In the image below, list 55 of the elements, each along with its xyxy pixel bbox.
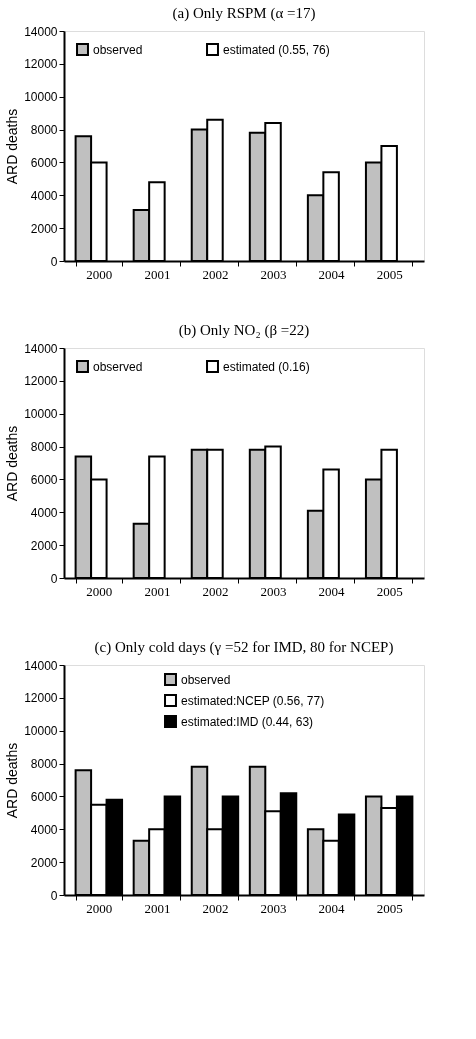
y-axis-title: ARD deaths <box>4 425 21 502</box>
y-tick-label: 4000 <box>30 505 58 520</box>
y-tick-label: 0 <box>50 254 58 269</box>
x-tick-label: 2003 <box>260 266 287 282</box>
y-tick-label: 8000 <box>30 757 58 772</box>
chart-title: (a) Only RSPM (α =17) <box>172 5 316 22</box>
y-tick-label: 12000 <box>24 374 58 389</box>
y-axis-title: ARD deaths <box>4 108 21 185</box>
x-tick-label: 2004 <box>318 900 346 916</box>
x-tick-label: 2000 <box>86 266 113 282</box>
legend-label: estimated:IMD (0.44, 63) <box>181 714 314 729</box>
x-tick-label: 2002 <box>202 900 229 916</box>
y-tick-label: 4000 <box>30 188 58 203</box>
y-tick-label: 0 <box>50 571 58 586</box>
y-tick-label: 6000 <box>30 155 58 170</box>
y-tick-label: 10000 <box>24 724 58 739</box>
x-tick-label: 2001 <box>144 900 171 916</box>
x-tick-label: 2003 <box>260 900 287 916</box>
y-tick-label: 2000 <box>30 221 58 236</box>
y-tick-label: 10000 <box>24 90 58 105</box>
y-tick-label: 14000 <box>24 24 58 39</box>
y-tick-label: 14000 <box>24 658 58 673</box>
y-tick-label: 6000 <box>30 472 58 487</box>
x-tick-label: 2004 <box>318 583 346 599</box>
x-tick-label: 2000 <box>86 583 113 599</box>
chart-title: (b) Only NO₂ (β =22) <box>178 322 310 339</box>
x-tick-label: 2002 <box>202 583 229 599</box>
x-tick-label: 2001 <box>144 266 171 282</box>
x-tick-label: 2005 <box>376 266 403 282</box>
chart-title: (c) Only cold days (γ =52 for IMD, 80 for NCEP) <box>94 639 394 656</box>
x-tick-label: 2001 <box>144 583 171 599</box>
legend-label: estimated:NCEP (0.56, 77) <box>181 693 325 708</box>
legend-label: estimated (0.55, 76) <box>223 42 330 57</box>
y-tick-label: 8000 <box>30 440 58 455</box>
x-tick-label: 2002 <box>202 266 229 282</box>
y-axis-title: ARD deaths <box>4 742 21 819</box>
legend-label: observed <box>93 359 143 374</box>
y-tick-label: 12000 <box>24 57 58 72</box>
x-tick-label: 2005 <box>376 900 403 916</box>
legend-label: observed <box>93 42 143 57</box>
x-tick-label: 2000 <box>86 900 113 916</box>
legend-label: estimated (0.16) <box>223 359 310 374</box>
y-tick-label: 2000 <box>30 855 58 870</box>
y-tick-label: 4000 <box>30 822 58 837</box>
y-tick-label: 8000 <box>30 123 58 138</box>
x-tick-label: 2004 <box>318 266 346 282</box>
y-tick-label: 10000 <box>24 407 58 422</box>
y-tick-label: 12000 <box>24 691 58 706</box>
y-tick-label: 0 <box>50 888 58 903</box>
legend-label: observed <box>181 672 231 687</box>
x-tick-label: 2005 <box>376 583 403 599</box>
y-tick-label: 14000 <box>24 341 58 356</box>
x-tick-label: 2003 <box>260 583 287 599</box>
y-tick-label: 2000 <box>30 538 58 553</box>
y-tick-label: 6000 <box>30 789 58 804</box>
